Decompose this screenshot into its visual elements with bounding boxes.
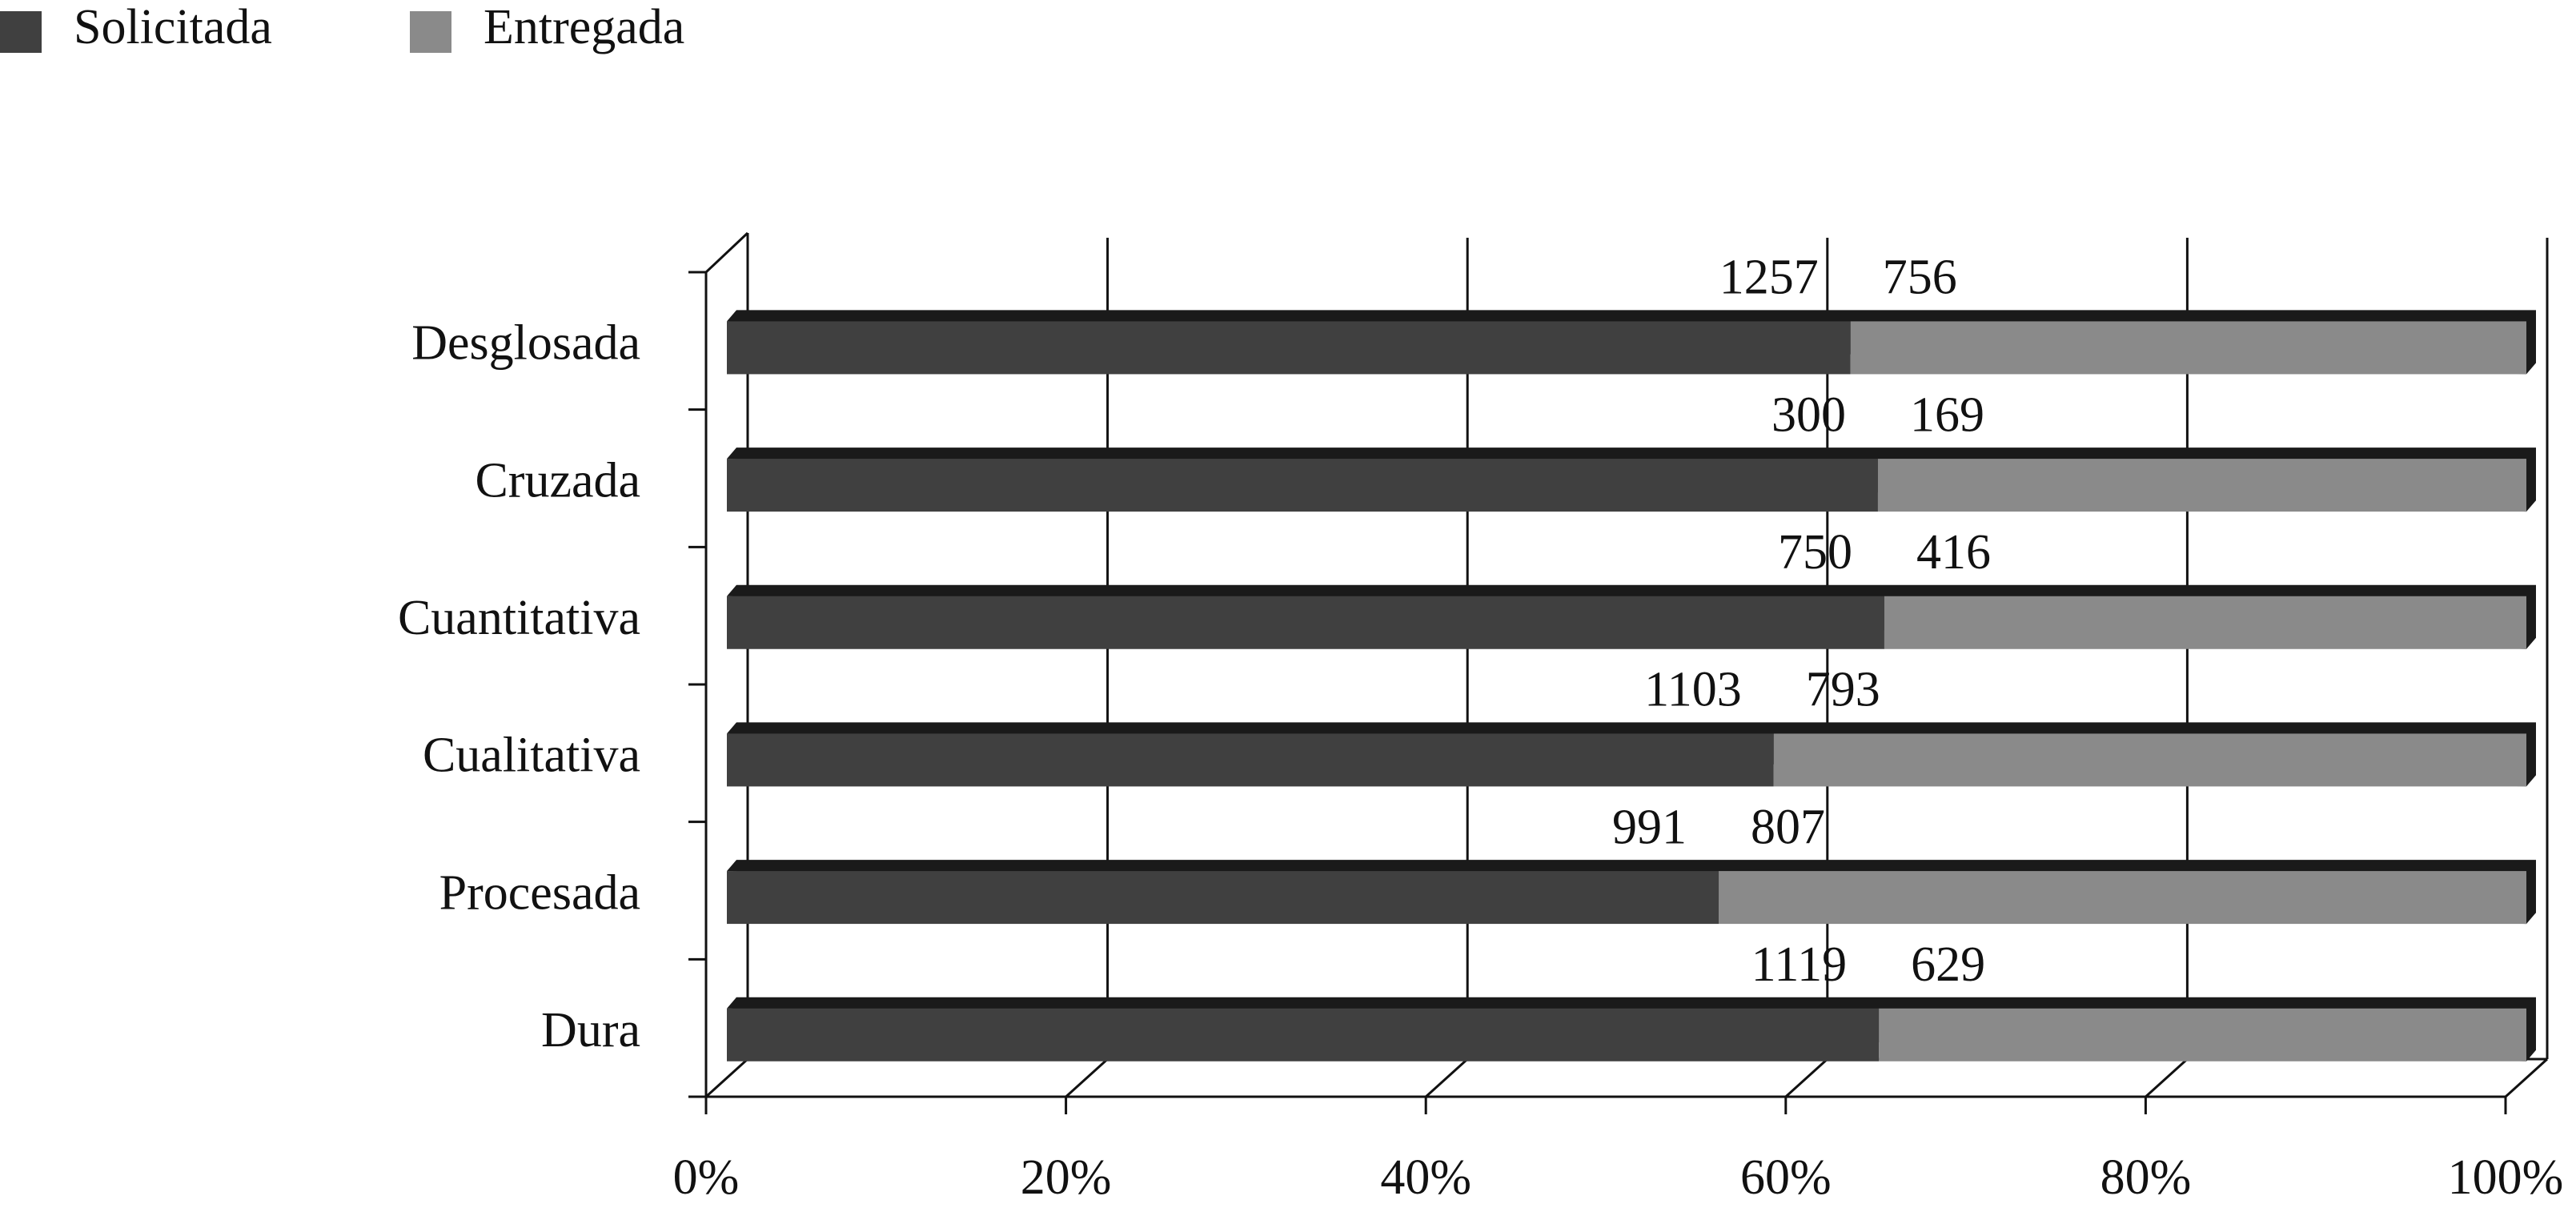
x-tick-label: 100%	[2448, 1150, 2564, 1205]
x-tick-label: 60%	[1740, 1150, 1832, 1205]
legend-swatch	[0, 11, 42, 53]
x-tick-label: 40%	[1380, 1150, 1471, 1205]
legend-swatch	[410, 11, 451, 53]
floor-tick	[704, 1057, 749, 1098]
floor-tick	[1065, 1057, 1109, 1098]
bar-segment	[727, 459, 1878, 512]
bar-segment	[727, 1008, 1880, 1061]
data-label: 300	[1772, 387, 1846, 442]
data-label: 169	[1910, 387, 1984, 442]
bar-segment	[1773, 733, 2526, 787]
y-tick-label: Cualitativa	[423, 728, 640, 783]
bar-segment	[1850, 321, 2526, 375]
data-label: 416	[1916, 525, 1991, 580]
y-tick-label: Procesada	[439, 865, 640, 920]
data-label: 807	[1751, 800, 1825, 854]
bar-segment	[1879, 1008, 2526, 1061]
bar-segment	[727, 321, 1851, 375]
data-label: 793	[1806, 663, 1880, 717]
x-tick-label: 20%	[1021, 1150, 1112, 1205]
y-tick-label: Cuantitativa	[398, 591, 640, 645]
data-label: 991	[1612, 800, 1687, 854]
y-tick-label: Desglosada	[411, 316, 640, 371]
y-tick-label: Cruzada	[475, 453, 640, 508]
bar-segment	[1884, 596, 2526, 649]
x-tick-label: 0%	[673, 1150, 740, 1205]
data-label: 1119	[1751, 937, 1847, 992]
left-wall-top	[704, 231, 749, 274]
data-label: 629	[1911, 937, 1985, 992]
data-label: 750	[1778, 525, 1852, 580]
y-tick-label: Dura	[541, 1003, 640, 1057]
floor-tick	[1784, 1057, 1828, 1098]
x-tick-label: 80%	[2101, 1150, 2192, 1205]
bar-segment	[727, 871, 1719, 925]
floor-tick	[1425, 1057, 1469, 1098]
legend-label: Entregada	[484, 0, 684, 54]
bar-segment	[727, 596, 1884, 649]
data-label: 756	[1883, 251, 1957, 305]
bar-segment	[1877, 459, 2526, 512]
legend-label: Solicitada	[74, 0, 272, 54]
data-label: 1103	[1644, 663, 1742, 717]
floor-tick	[2504, 1057, 2549, 1098]
bar-segment	[1719, 871, 2526, 925]
bar-segment	[727, 733, 1774, 787]
floor-tick	[2145, 1057, 2189, 1098]
data-label: 1257	[1719, 251, 1819, 305]
